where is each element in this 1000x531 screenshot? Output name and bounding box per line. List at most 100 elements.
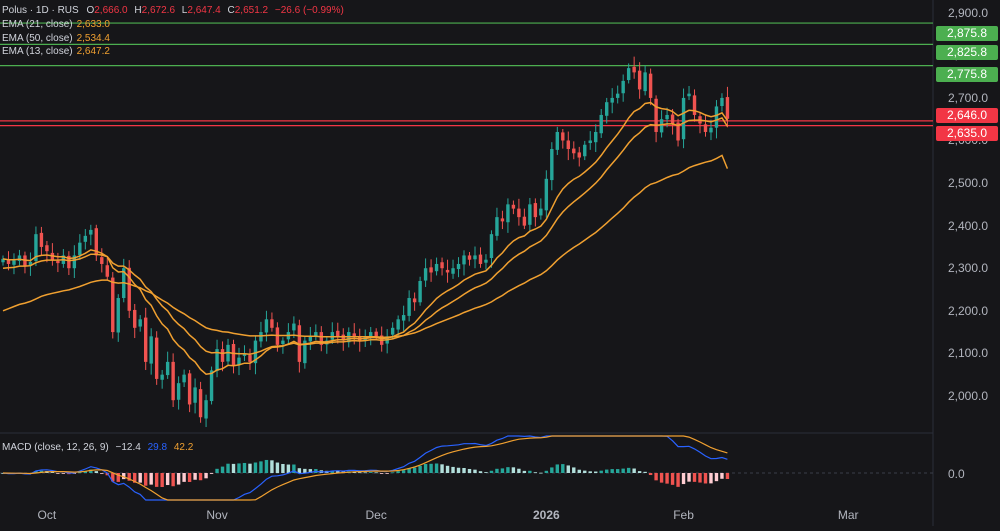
candle-body	[209, 370, 214, 402]
candle-body	[594, 131, 598, 143]
candle-body	[720, 97, 724, 107]
candle-body	[412, 298, 417, 303]
candle-body	[451, 268, 455, 274]
candle-body	[429, 267, 433, 273]
macd-histogram-bar	[489, 470, 494, 473]
candle-body	[407, 298, 411, 316]
macd-histogram-bar	[83, 470, 88, 473]
macd-histogram-bar	[127, 473, 131, 481]
macd-histogram-bar	[264, 459, 269, 473]
candle-body	[561, 132, 565, 141]
candle-body	[143, 317, 148, 362]
ema13-legend[interactable]: EMA (13, close) 2,647.2	[2, 45, 110, 58]
macd-histogram-bar	[94, 471, 99, 473]
macd-histogram-bar	[154, 473, 159, 487]
candle-body	[648, 73, 653, 98]
candle-body	[456, 263, 461, 270]
candle-body	[171, 361, 175, 401]
macd-histogram-bar	[116, 473, 120, 482]
macd-histogram-bar	[407, 468, 411, 473]
macd-histogram-bar	[336, 470, 340, 473]
close-label: C	[227, 5, 235, 16]
candle-body	[500, 218, 505, 222]
candle-body	[577, 152, 581, 158]
candle-body	[89, 229, 93, 235]
macd-histogram-bar	[418, 465, 422, 473]
candle-body	[116, 298, 120, 333]
macd-histogram-bar	[555, 464, 560, 473]
macd-histogram-bar	[605, 469, 609, 473]
macd-histogram-bar	[599, 470, 603, 473]
y-tick-label: 2,000.0	[948, 388, 989, 403]
low-label: L	[181, 5, 188, 16]
price-tag: 2,825.8	[936, 45, 998, 60]
candle-body	[626, 68, 631, 81]
macd-histogram-bar	[429, 463, 433, 473]
y-tick-label: 2,700.0	[948, 90, 989, 105]
candle-body	[352, 333, 356, 337]
candle-body	[12, 260, 16, 265]
candle-body	[220, 349, 225, 362]
macd-histogram-bar	[539, 472, 543, 474]
macd-histogram-bar	[390, 472, 395, 474]
low-value: 2,647.4	[187, 5, 221, 16]
macd-histogram-bar	[149, 473, 153, 485]
candle-body	[517, 208, 521, 218]
candle-body	[709, 127, 713, 133]
macd-histogram-bar	[473, 469, 477, 473]
macd-histogram-bar	[215, 468, 219, 473]
macd-histogram-bar	[358, 472, 362, 474]
candle-body	[659, 119, 664, 133]
candle-body	[434, 263, 439, 272]
macd-histogram-bar	[111, 473, 115, 482]
macd-histogram-bar	[550, 467, 554, 473]
macd-histogram-bar	[495, 468, 499, 473]
ema50-legend[interactable]: EMA (50, close) 2,534.4	[2, 32, 110, 45]
candle-body	[692, 95, 697, 115]
macd-histogram-bar	[725, 473, 730, 479]
candle-body	[621, 80, 625, 94]
candle-body	[231, 344, 236, 367]
candle-body	[56, 260, 60, 264]
macd-histogram-bar	[292, 464, 296, 473]
candle-body	[6, 260, 11, 264]
macd-histogram-bar	[577, 469, 581, 473]
macd-histogram-bar	[187, 473, 192, 482]
macd-histogram-bar	[714, 473, 719, 482]
macd-histogram-bar	[423, 463, 428, 473]
candle-body	[187, 373, 192, 405]
macd-histogram-bar	[89, 469, 93, 473]
macd-histogram-bar	[401, 470, 406, 473]
macd-histogram-bar	[369, 472, 373, 473]
candle-body	[308, 336, 313, 342]
macd-histogram-bar	[61, 473, 66, 474]
macd-histogram-bar	[676, 473, 680, 487]
macd-histogram-bar	[396, 471, 400, 473]
macd-histogram-bar	[500, 468, 505, 473]
ema21-value: 2,633.0	[76, 19, 110, 30]
macd-histogram-bar	[297, 468, 302, 473]
ema13-label: EMA (13, close)	[2, 46, 73, 57]
macd-legend[interactable]: MACD (close, 12, 26, 9) −12.4 29.8 42.2	[2, 441, 193, 454]
macd-histogram-bar	[308, 469, 313, 473]
candle-body	[374, 331, 378, 337]
candle-body	[259, 332, 263, 342]
macd-histogram-bar	[434, 463, 439, 473]
candle-body	[440, 262, 444, 269]
candle-body	[605, 102, 609, 116]
macd-histogram-bar	[637, 471, 642, 473]
macd-histogram-bar	[632, 468, 636, 473]
macd-histogram-bar	[160, 473, 164, 487]
candle-body	[176, 383, 181, 400]
candle-body	[610, 97, 614, 103]
macd-histogram-bar	[198, 473, 203, 481]
ema21-label: EMA (21, close)	[2, 19, 73, 30]
ema21-legend[interactable]: EMA (21, close) 2,633.0	[2, 18, 110, 31]
macd-histogram-bar	[659, 473, 664, 483]
macd-histogram-bar	[374, 472, 378, 474]
x-tick-label: Oct	[37, 508, 57, 522]
x-tick-label: Nov	[206, 508, 228, 522]
macd-histogram-bar	[259, 461, 263, 473]
